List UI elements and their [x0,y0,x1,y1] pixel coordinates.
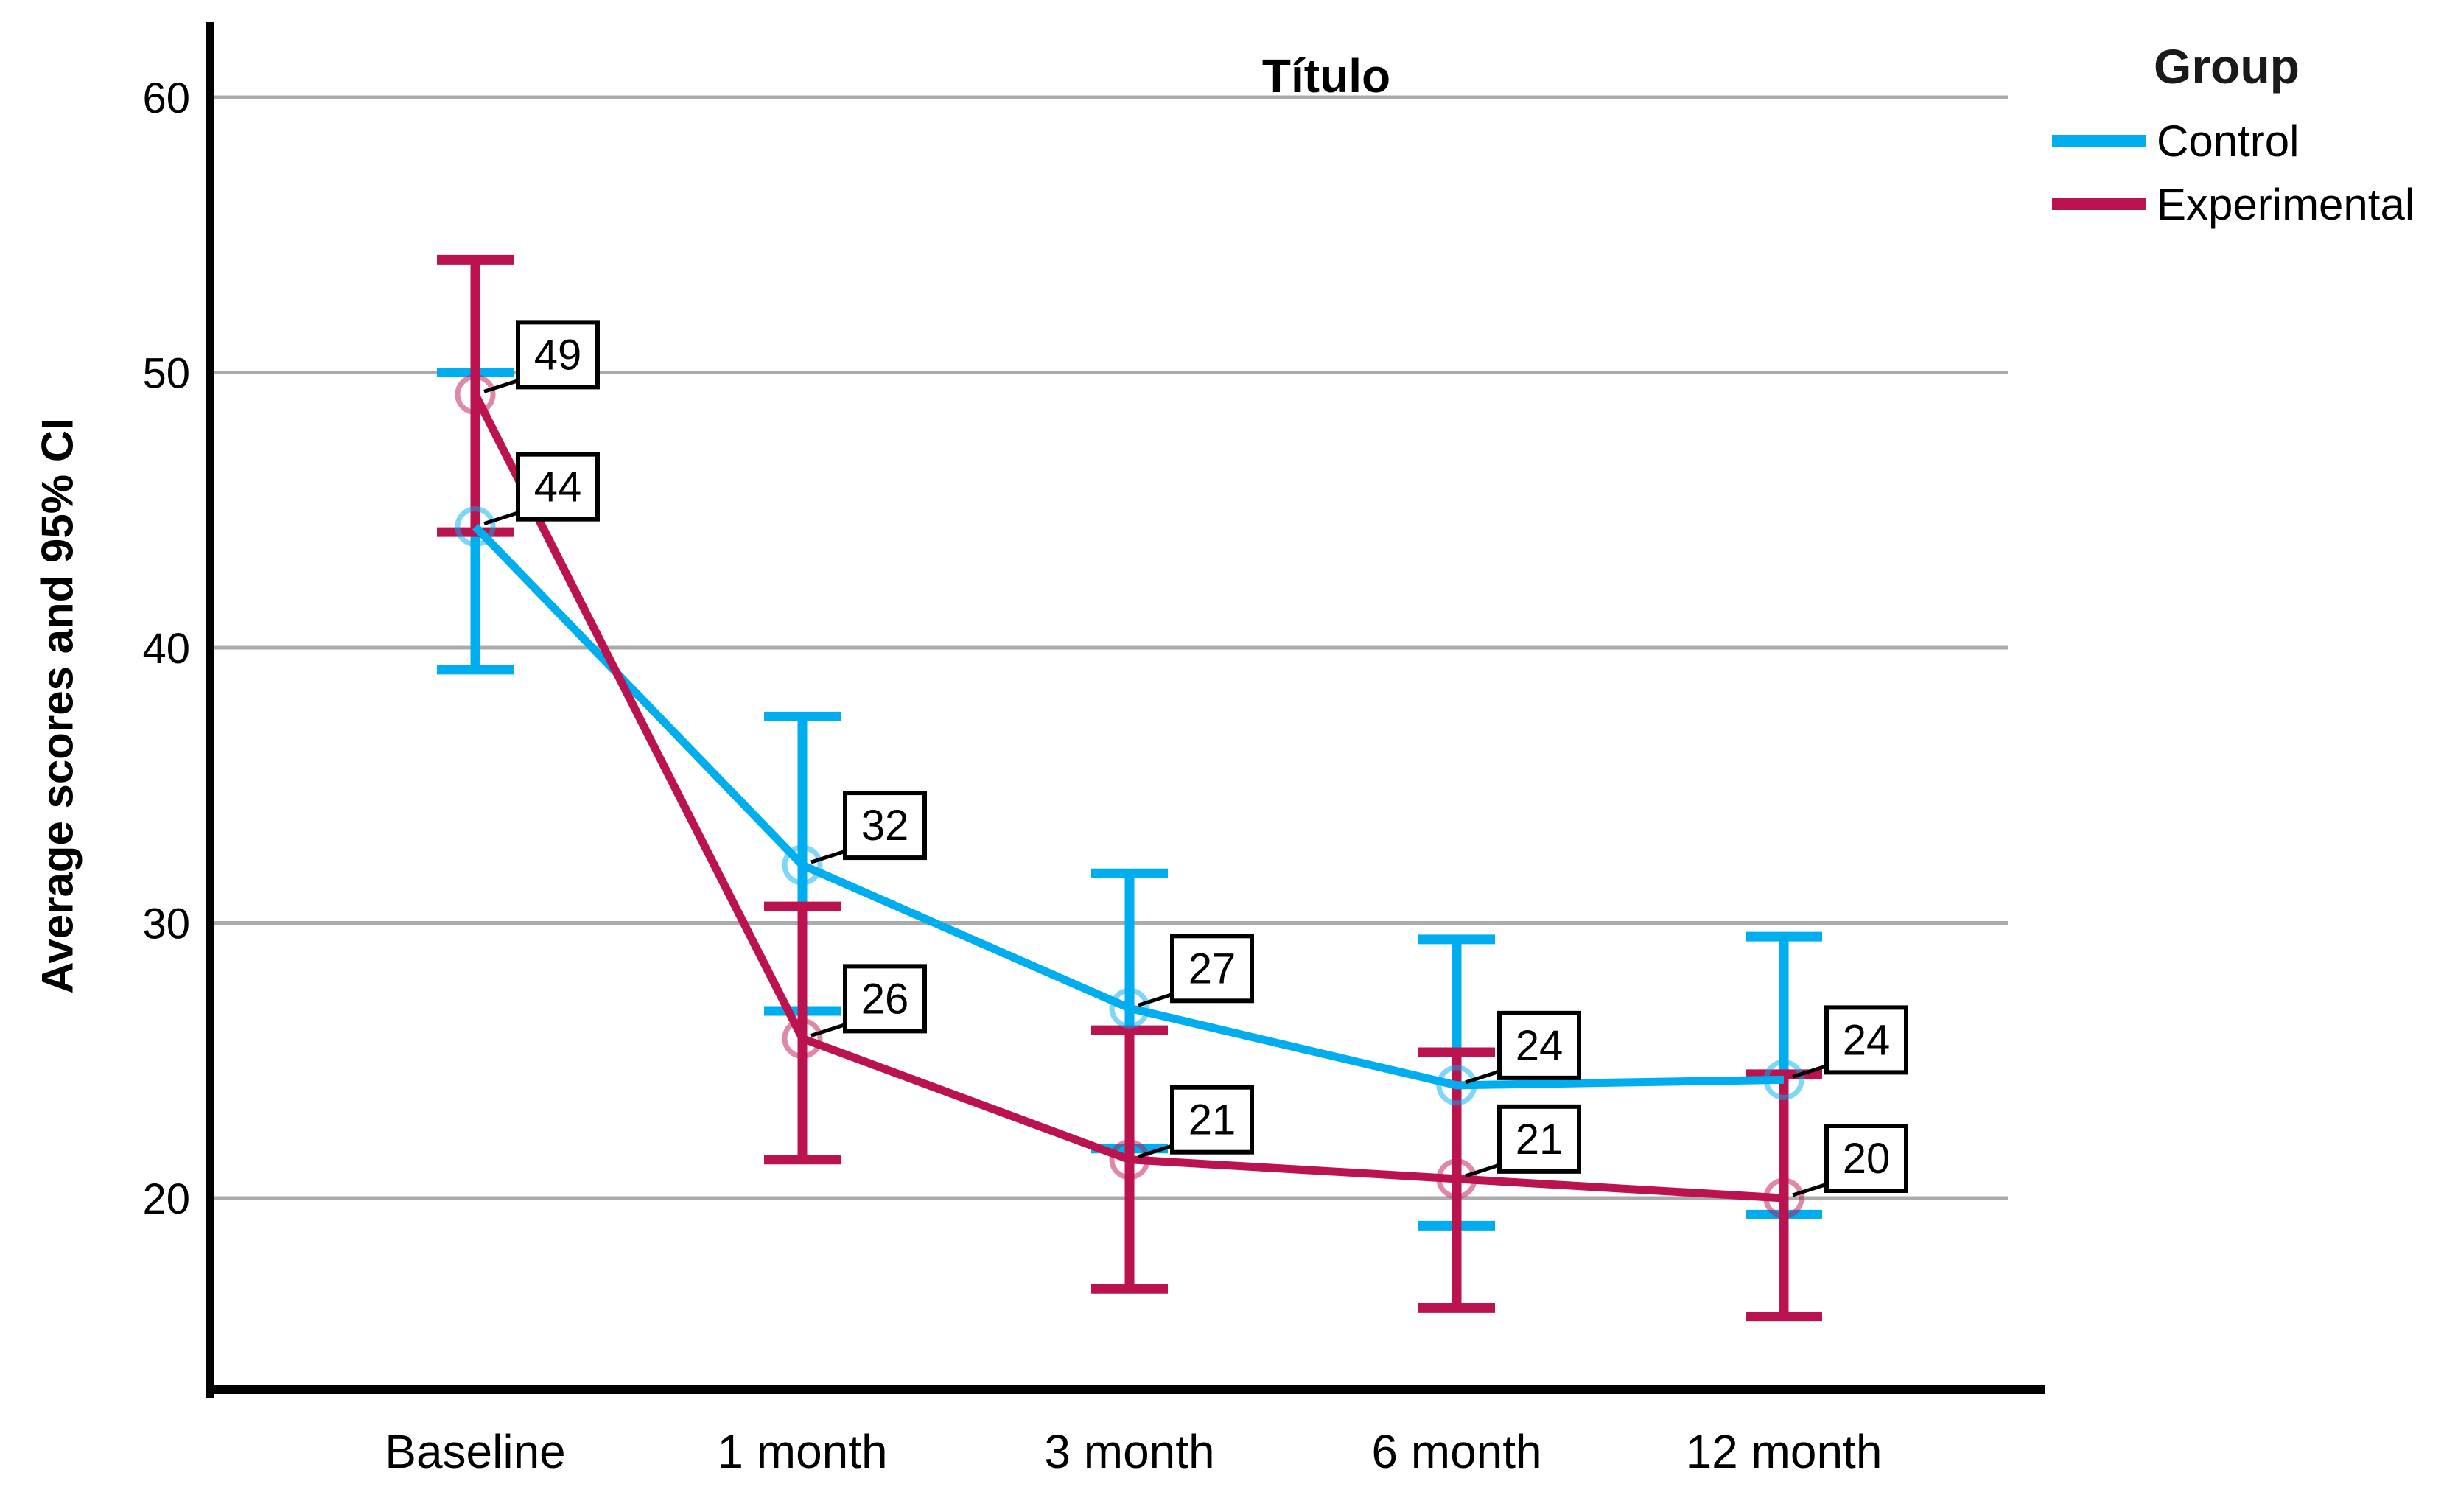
legend-swatch-control [2052,135,2146,147]
data-marker-control [1763,1059,1804,1100]
data-label-box [843,964,927,1034]
data-label-box [843,791,927,861]
data-label-value: 32 [861,802,909,850]
data-marker-experimental [1109,1139,1150,1180]
y-axis-line [206,22,214,1398]
data-label-connector [1792,1181,1830,1197]
x-category-label: 6 month [1371,1425,1541,1478]
data-label-connector [1138,1143,1176,1159]
data-label-box [1497,1010,1581,1080]
x-category-label: 12 month [1686,1425,1883,1478]
series-line-experimental [472,392,1785,1203]
x-category-label: 3 month [1044,1425,1214,1478]
legend-label: Control [2157,116,2300,166]
data-label-value: 21 [1516,1116,1564,1163]
data-label-connector [483,377,522,393]
data-marker-experimental [455,374,496,415]
legend: Group Control Experimental [2052,38,2415,231]
data-label-box [516,320,600,390]
legend-item-experimental: Experimental [2052,177,2415,231]
data-marker-experimental [1436,1158,1477,1200]
legend-items: Control Experimental [2052,113,2415,231]
data-label-box [1170,1085,1254,1155]
y-tick-label: 60 [142,74,190,122]
x-category-label: Baseline [385,1425,566,1478]
data-label-box [1824,1124,1908,1193]
data-marker-control [782,844,823,886]
data-label-value: 44 [534,463,582,511]
data-label-value: 26 [861,975,909,1023]
y-tick-label: 20 [142,1175,190,1223]
y-tick-label: 30 [142,900,190,948]
chart-title: Título [1261,49,1391,102]
data-label-connector [810,1021,849,1037]
data-marker-experimental [782,1018,823,1059]
data-label-connector [1465,1162,1503,1178]
legend-label: Experimental [2157,179,2415,229]
data-marker-experimental [1763,1177,1804,1219]
data-label-connector [1138,991,1176,1007]
data-label-value: 27 [1188,945,1236,993]
x-axis-line [206,1385,2045,1394]
data-label-value: 24 [1843,1016,1891,1064]
data-marker-control [1436,1065,1477,1106]
y-tick-label: 40 [142,625,190,673]
x-category-label: 1 month [717,1425,887,1478]
legend-swatch-experimental [2052,198,2146,210]
data-label-connector [483,510,522,526]
data-label-value: 21 [1188,1096,1236,1144]
data-label-value: 20 [1843,1135,1891,1183]
y-axis-title: Average scores and 95% CI [32,418,83,994]
data-label-box [1170,934,1254,1004]
data-marker-control [1109,987,1150,1029]
data-label-value: 24 [1516,1022,1564,1070]
data-marker-control [455,506,496,547]
data-label-box [1824,1005,1908,1075]
data-label-value: 49 [534,331,582,379]
legend-title: Group [2154,39,2300,94]
data-label-connector [1792,1063,1830,1079]
series-line-control [472,523,1785,1090]
y-tick-label: 50 [142,350,190,398]
data-label-connector [1465,1068,1503,1085]
data-label-box [1497,1104,1581,1174]
data-label-box [516,452,600,522]
data-label-connector [810,848,849,864]
legend-item-control: Control [2052,113,2415,168]
